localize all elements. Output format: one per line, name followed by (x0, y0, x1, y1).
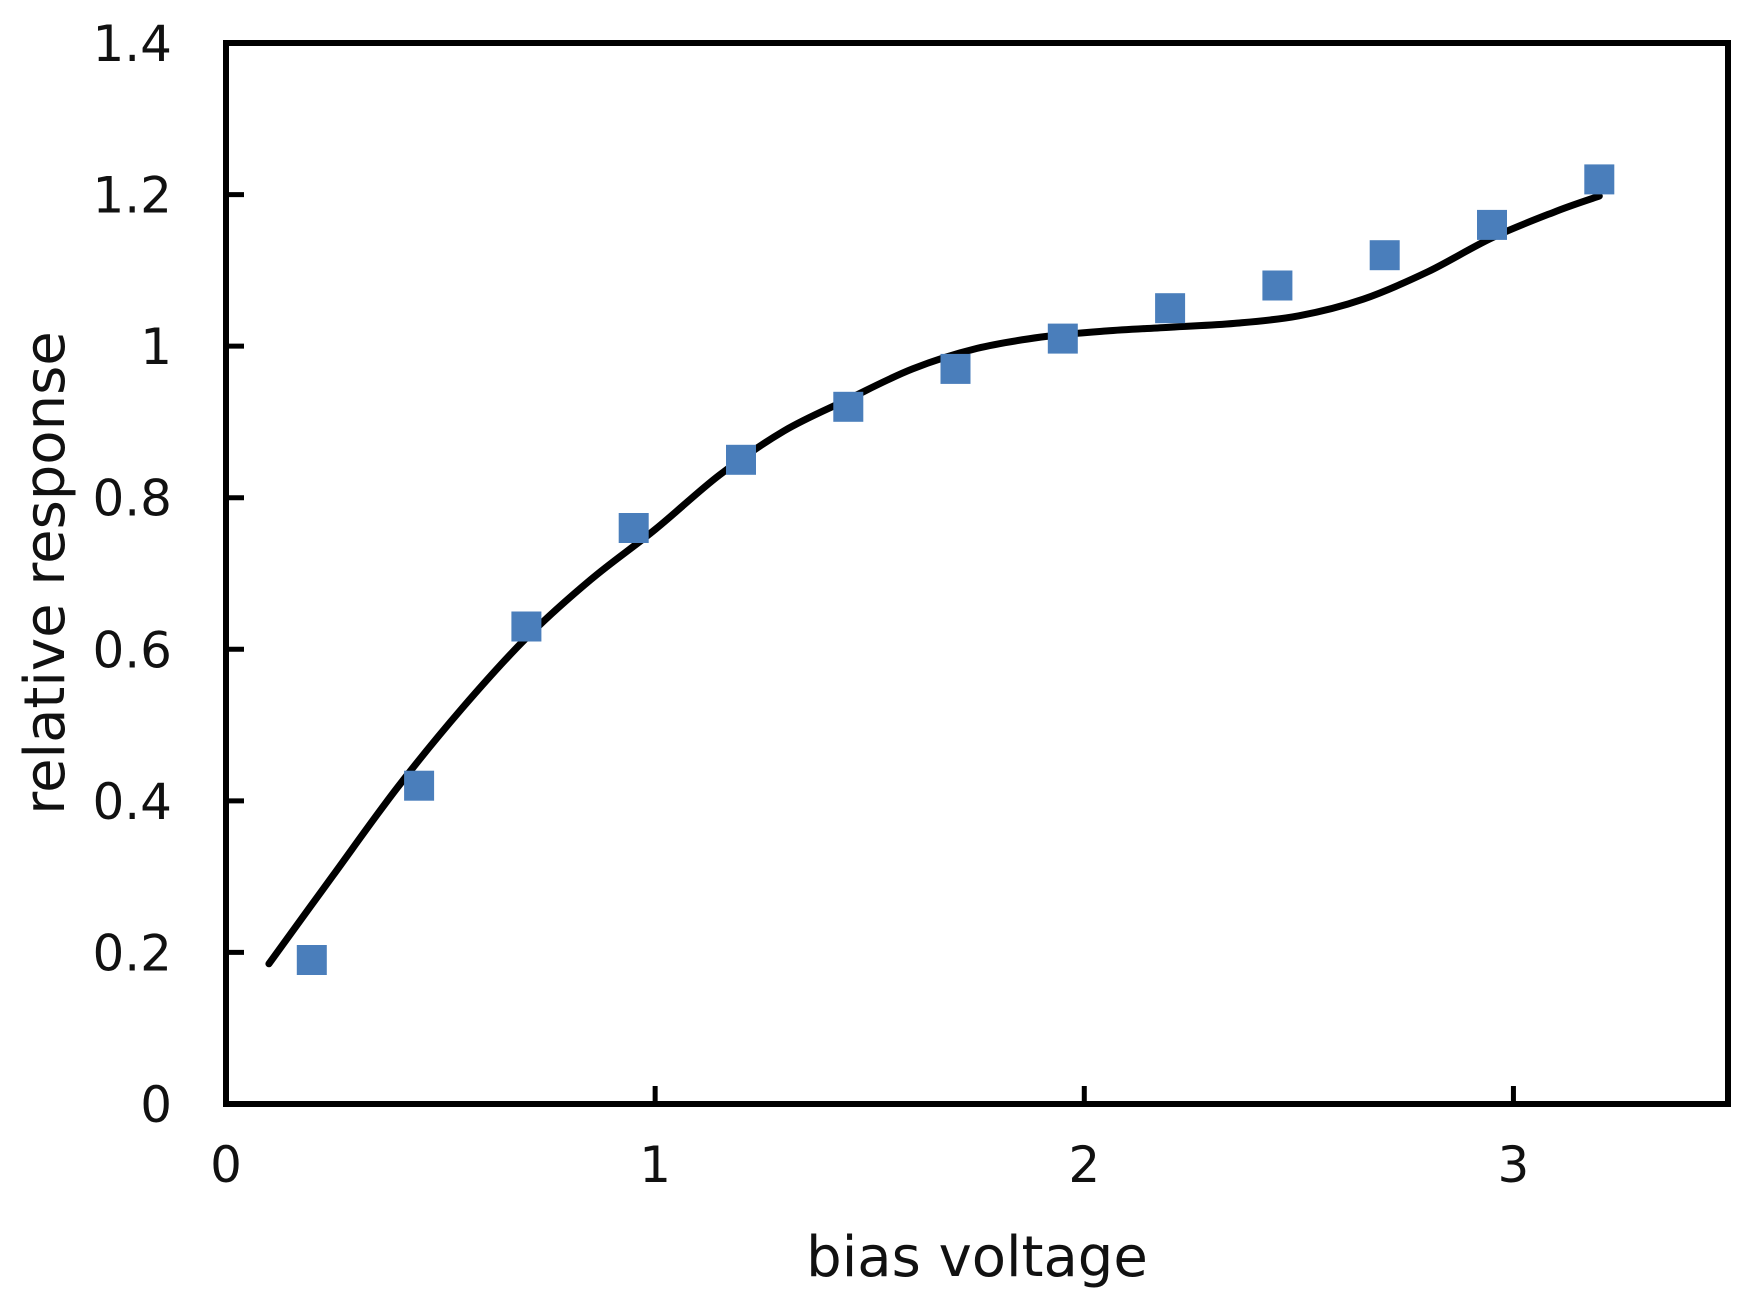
x-axis-ticks: 0 1 2 3 (210, 1086, 1529, 1194)
data-points-layer (296, 164, 1615, 975)
x-axis-title: bias voltage (806, 1225, 1148, 1290)
fit-line-layer (265, 192, 1603, 968)
data-point (1584, 164, 1615, 195)
data-point (833, 391, 864, 422)
y-tick-label: 1 (140, 318, 172, 376)
y-tick-label: 0.2 (92, 924, 172, 982)
y-tick-label: 0.6 (92, 621, 172, 679)
y-tick-label: 0 (140, 1076, 172, 1134)
data-point (511, 611, 542, 642)
data-point (726, 444, 756, 475)
y-axis-title: relative response (13, 331, 78, 814)
data-point (1477, 209, 1507, 240)
data-point (1047, 323, 1078, 354)
y-axis-ticks: 0 0.2 0.4 0.6 0.8 1 1.2 1.4 (92, 15, 244, 1134)
data-point (1369, 240, 1400, 271)
x-tick-label: 0 (210, 1136, 242, 1194)
data-point (296, 945, 327, 975)
data-point (1262, 270, 1293, 301)
y-tick-label: 1.4 (92, 15, 172, 73)
x-tick-label: 3 (1498, 1136, 1530, 1194)
y-tick-label: 1.2 (92, 167, 172, 225)
y-tick-label: 0.4 (92, 773, 172, 831)
fit-curve-line (265, 192, 1603, 968)
data-point (618, 513, 649, 543)
y-tick-label: 0.8 (92, 470, 172, 528)
plot-area-frame (223, 40, 1731, 1107)
data-point (940, 353, 971, 384)
x-tick-label: 2 (1068, 1136, 1100, 1194)
data-point (404, 770, 435, 801)
x-tick-label: 1 (639, 1136, 671, 1194)
data-point (1155, 293, 1186, 324)
